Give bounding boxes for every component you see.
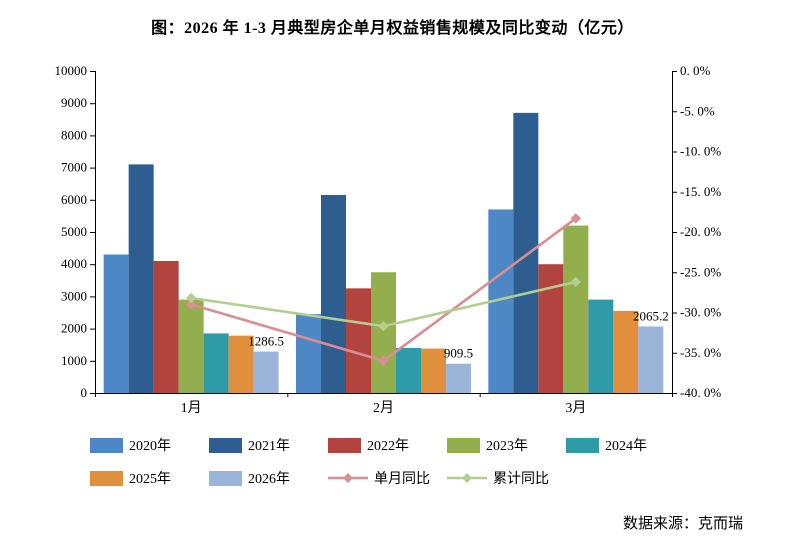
left-axis-tick-label: 5000	[61, 224, 87, 239]
bar-series-3-cat-0	[178, 299, 204, 393]
right-axis-tick-label: -15. 0%	[680, 184, 721, 199]
bar-series-3-cat-2	[563, 225, 589, 393]
left-axis-tick-label: 9000	[61, 95, 87, 110]
left-axis-tick-label: 2000	[61, 321, 87, 336]
legend-swatch	[90, 437, 123, 453]
legend-item: 累计同比	[447, 468, 566, 488]
bar-series-5-cat-2	[613, 310, 639, 393]
legend-label: 2021年	[248, 439, 290, 454]
bar-series-2-cat-0	[153, 260, 179, 393]
bar-series-0-cat-1	[296, 314, 321, 393]
legend-item: 2026年	[209, 468, 328, 488]
legend-item: 2023年	[447, 435, 566, 455]
left-axis-tick-label: 3000	[61, 288, 87, 303]
bar-series-5-cat-0	[228, 335, 254, 393]
left-axis-tick-label: 10000	[55, 63, 88, 78]
legend-row: 2025年 2026年 单月同比 累计同比	[90, 468, 685, 488]
bar-series-4-cat-1	[396, 347, 421, 393]
x-axis-category-label: 3月	[565, 400, 586, 416]
legend-swatch	[90, 470, 123, 486]
left-axis-tick-label: 7000	[61, 160, 87, 175]
cumulative-yoy-line-marker	[185, 292, 197, 304]
legend-item: 2021年	[209, 435, 328, 455]
cumulative-yoy-line-marker	[378, 320, 389, 332]
legend-line-glyph	[328, 473, 368, 483]
left-axis-tick-label: 0	[81, 385, 88, 400]
monthly-yoy-line-marker	[570, 213, 582, 224]
legend-swatch	[447, 437, 480, 453]
bar-series-0-cat-0	[103, 254, 129, 393]
legend-label: 2024年	[605, 439, 647, 454]
legend-swatch	[328, 437, 361, 453]
bar-series-1-cat-2	[513, 112, 539, 394]
left-axis-tick-label: 6000	[61, 192, 87, 207]
right-axis-tick-label: -30. 0%	[680, 305, 721, 320]
legend-line-glyph	[447, 473, 487, 483]
legend-row: 2020年 2021年 2022年 2023年 2024年	[90, 435, 685, 455]
legend-label: 2026年	[248, 472, 290, 487]
chart-legend: 2020年 2021年 2022年 2023年 2024年 2025年 2026年 单月同比 累…	[90, 435, 685, 488]
bar-series-5-cat-1	[421, 348, 446, 393]
bar-series-1-cat-0	[128, 164, 154, 393]
bar-series-3-cat-1	[371, 272, 396, 393]
legend-line-swatch	[328, 472, 368, 484]
legend-label: 2025年	[129, 472, 171, 487]
legend-label: 累计同比	[493, 472, 549, 487]
legend-swatch	[209, 437, 242, 453]
bar-series-6-cat-0	[253, 351, 279, 393]
right-axis-tick-label: -25. 0%	[680, 264, 721, 279]
left-axis-tick-label: 4000	[61, 256, 87, 271]
right-axis-tick-label: -20. 0%	[680, 224, 721, 239]
legend-item: 单月同比	[328, 468, 447, 488]
legend-swatch	[209, 470, 242, 486]
bar-data-label: 909.5	[444, 346, 473, 361]
legend-label: 单月同比	[374, 472, 430, 487]
chart-title: 图：2026 年 1-3 月典型房企单月权益销售规模及同比变动（亿元）	[151, 20, 634, 37]
right-axis-tick-label: -35. 0%	[680, 345, 721, 360]
bar-series-1-cat-1	[321, 194, 346, 393]
monthly-yoy-line-marker	[185, 299, 197, 310]
right-axis-tick-label: 0. 0%	[680, 63, 711, 78]
data-source: 数据来源：克而瑞	[622, 516, 743, 532]
x-axis-category-label: 1月	[181, 400, 202, 416]
monthly-yoy-line-marker	[378, 355, 389, 367]
legend-swatch	[566, 437, 599, 453]
legend-label: 2023年	[486, 439, 528, 454]
legend-item: 2024年	[566, 435, 685, 455]
x-axis-category-label: 2月	[373, 400, 394, 416]
bar-series-6-cat-1	[446, 363, 471, 393]
right-axis-tick-label: -5. 0%	[680, 103, 715, 118]
left-axis-tick-label: 1000	[61, 353, 87, 368]
chart-canvas: 0 1000 2000 3000 4000 5000 6000 7000 8000 9000 100…	[55, 63, 722, 416]
legend-label: 2022年	[367, 439, 409, 454]
bar-data-label: 1286.5	[248, 334, 284, 349]
bar-series-4-cat-2	[588, 299, 614, 393]
right-axis-tick-label: -10. 0%	[680, 144, 721, 159]
legend-label: 2020年	[129, 439, 171, 454]
right-axis-tick-label: -40. 0%	[680, 385, 721, 400]
bar-series-4-cat-0	[203, 333, 229, 393]
bar-data-label: 2065.2	[633, 309, 669, 324]
legend-line-swatch	[447, 472, 487, 484]
bar-series-2-cat-1	[346, 288, 371, 393]
bar-series-6-cat-2	[638, 326, 664, 393]
bar-series-2-cat-2	[538, 264, 564, 393]
legend-item: 2022年	[328, 435, 447, 455]
left-axis-tick-label: 8000	[61, 127, 87, 142]
legend-item: 2025年	[90, 468, 209, 488]
cumulative-yoy-line-marker	[570, 276, 582, 288]
legend-item: 2020年	[90, 435, 209, 455]
